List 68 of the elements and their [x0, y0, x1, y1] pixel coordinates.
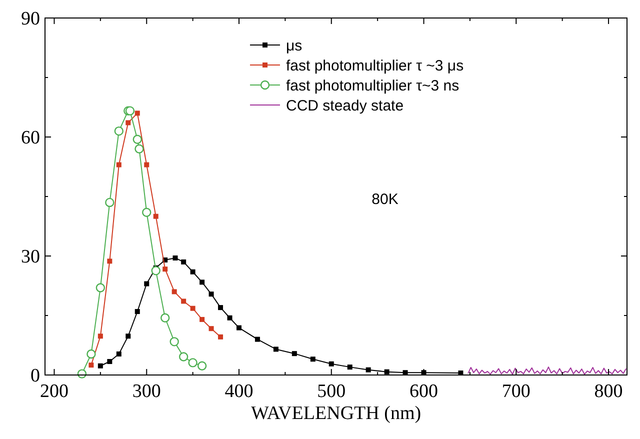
point: [178, 352, 188, 362]
point: [105, 198, 114, 208]
annotation: 80K: [372, 191, 398, 208]
line-series: [468, 366, 627, 375]
point: [208, 292, 214, 297]
point: [254, 336, 260, 342]
x-tick-label: 800: [594, 381, 623, 402]
legend-label: CCD steady state: [286, 97, 404, 114]
point: [172, 255, 178, 260]
point: [292, 351, 297, 356]
point: [197, 361, 207, 370]
y-tick-label: 30: [21, 246, 40, 268]
point: [190, 269, 196, 274]
x-tick-label: 500: [317, 381, 346, 402]
point: [86, 349, 96, 359]
point: [188, 358, 198, 368]
point: [151, 266, 160, 276]
legend-label: μs: [286, 37, 302, 54]
x-tick-label: 200: [40, 381, 68, 402]
point: [236, 325, 242, 330]
x-tick-label: 600: [410, 381, 438, 402]
point: [384, 369, 390, 374]
x-tick-label: 400: [224, 381, 254, 402]
point: [227, 315, 232, 320]
point: [98, 363, 103, 368]
point: [218, 305, 224, 310]
point: [200, 316, 205, 322]
point: [116, 351, 122, 356]
y-tick-label: 90: [21, 8, 40, 30]
point: [96, 283, 106, 292]
point: [160, 313, 170, 322]
point: [200, 280, 205, 285]
point: [116, 162, 122, 168]
point: [88, 362, 94, 368]
point: [172, 289, 177, 294]
point: [181, 259, 186, 264]
point: [126, 120, 131, 126]
point: [328, 361, 334, 366]
point: [134, 144, 144, 154]
point: [144, 281, 150, 286]
x-tick-label: 300: [132, 381, 161, 402]
point: [208, 326, 214, 332]
point: [134, 110, 140, 116]
point: [126, 334, 131, 339]
y-tick-label: 60: [21, 128, 40, 149]
point: [366, 367, 371, 372]
point: [134, 309, 140, 314]
point: [218, 334, 224, 340]
point: [153, 214, 158, 219]
y-tick-label: 0: [30, 366, 40, 387]
legend-label: fast photomultiplier τ ~3 μs: [286, 57, 464, 74]
point: [273, 346, 278, 352]
point: [107, 258, 112, 264]
point: [170, 337, 179, 346]
point: [114, 126, 124, 136]
x-axis-title: WAVELENGTH (nm): [250, 403, 422, 424]
point: [181, 298, 186, 304]
point: [310, 356, 316, 362]
x-tick-label: 700: [502, 381, 530, 402]
point: [132, 134, 142, 144]
point: [190, 306, 196, 311]
point: [107, 359, 112, 364]
legend-label: fast photomultiplier τ~3 ns: [286, 77, 460, 94]
point: [347, 364, 352, 370]
point: [162, 266, 168, 272]
point: [144, 162, 150, 168]
point: [142, 208, 152, 217]
point: [98, 334, 103, 339]
